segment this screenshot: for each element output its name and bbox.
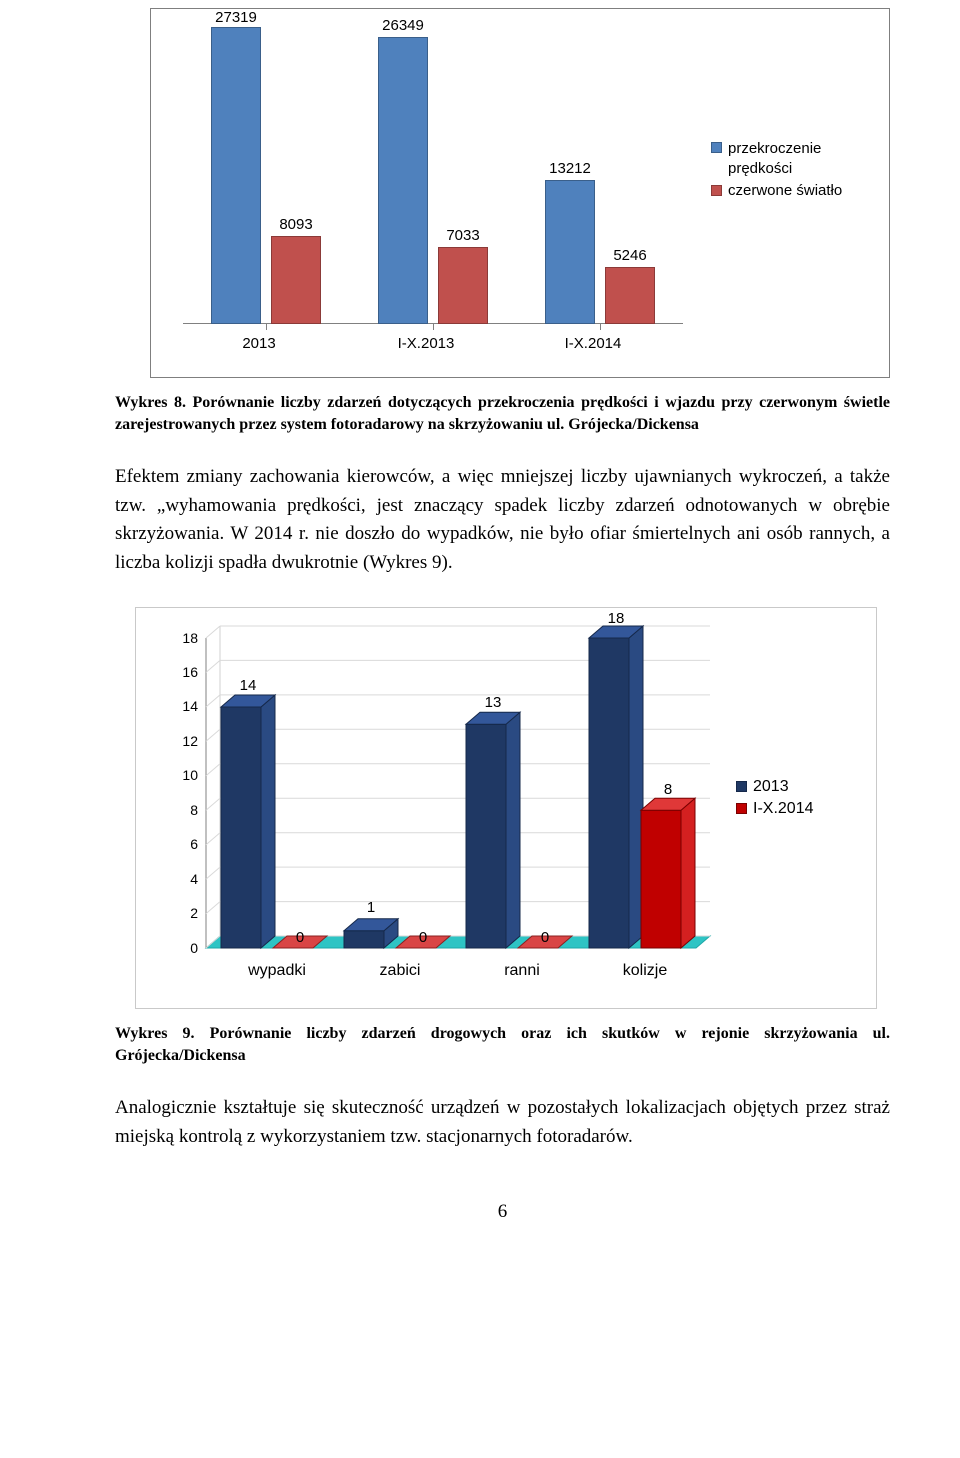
svg-text:14: 14: [240, 677, 257, 694]
caption-chart2: Wykres 9. Porównanie liczby zdarzeń drog…: [115, 1023, 890, 1066]
legend-item-speed: przekroczenie prędkości: [711, 139, 881, 178]
chart1-legend: przekroczenie prędkości czerwone światło: [711, 139, 881, 203]
chart2-legend: 2013 I-X.2014: [736, 778, 866, 822]
legend-item-2014: I-X.2014: [736, 800, 866, 818]
bar-ix2014-speed: [545, 180, 595, 324]
cat-2013: 2013: [209, 335, 309, 352]
chart-intersection-events: 14 0 1 0 13 0 18 8 0 2 4 6 8 10 12 14 16…: [135, 607, 877, 1009]
svg-text:0: 0: [296, 929, 304, 946]
caption-chart1: Wykres 8. Porównanie liczby zdarzeń doty…: [115, 392, 890, 435]
bar-wypadki-2013: [221, 695, 275, 948]
cat2-zabici: zabici: [345, 962, 455, 980]
paragraph-analog: Analogicznie kształtuje się skuteczność …: [115, 1094, 890, 1151]
legend-item-redlight: czerwone światło: [711, 182, 881, 199]
cat2-ranni: ranni: [467, 962, 577, 980]
label-2013-speed: 27319: [199, 9, 273, 26]
bar-kolizje-2014: [641, 798, 695, 948]
label-ix2014-redlight: 5246: [603, 247, 657, 264]
label-ix2013-redlight: 7033: [436, 227, 490, 244]
label-ix2014-speed: 13212: [533, 160, 607, 177]
svg-text:0: 0: [419, 929, 427, 946]
svg-text:8: 8: [664, 781, 672, 798]
legend-label-redlight: czerwone światło: [728, 182, 842, 199]
svg-text:18: 18: [608, 610, 625, 627]
paragraph-effect: Efektem zmiany zachowania kierowców, a w…: [115, 463, 890, 577]
cat-ix2013: I-X.2013: [376, 335, 476, 352]
label-2013-redlight: 8093: [269, 216, 323, 233]
cat-ix2014: I-X.2014: [543, 335, 643, 352]
legend-label-speed: przekroczenie prędkości: [728, 139, 881, 178]
legend-label-2014: I-X.2014: [753, 800, 813, 818]
legend-label-2013: 2013: [753, 778, 789, 796]
bar-kolizje-2013: [589, 626, 643, 948]
bar-ix2014-redlight: [605, 267, 655, 324]
svg-text:0: 0: [541, 929, 549, 946]
legend-swatch-red: [711, 185, 722, 196]
bar-ranni-2013: [466, 712, 520, 948]
cat2-kolizje: kolizje: [590, 962, 700, 980]
legend-swatch-2014: [736, 803, 747, 814]
svg-text:1: 1: [367, 899, 375, 916]
legend-swatch-2013: [736, 781, 747, 792]
legend-swatch-blue: [711, 142, 722, 153]
svg-text:13: 13: [485, 694, 502, 711]
bar-ix2013-redlight: [438, 247, 488, 324]
label-ix2013-speed: 26349: [366, 17, 440, 34]
page-number: 6: [115, 1201, 890, 1223]
bar-2013-redlight: [271, 236, 321, 324]
legend-item-2013: 2013: [736, 778, 866, 796]
bar-2013-speed: [211, 27, 261, 324]
chart-speed-redlight: 27319 8093 26349 7033 13212 5246 2013 I-…: [150, 8, 890, 378]
cat2-wypadki: wypadki: [222, 962, 332, 980]
bar-ix2013-speed: [378, 37, 428, 324]
